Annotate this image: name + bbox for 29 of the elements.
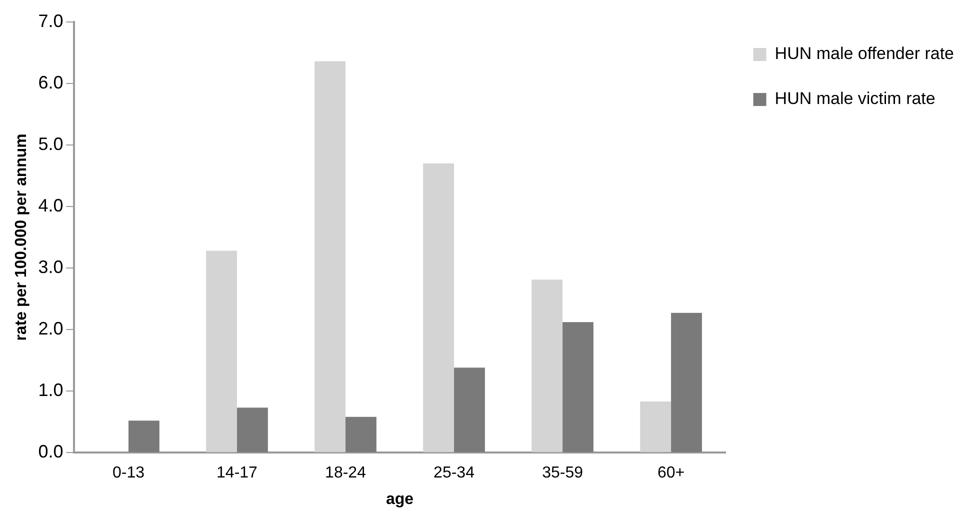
y-tick-label: 0.0	[38, 442, 64, 462]
bar	[562, 322, 594, 452]
bar	[236, 408, 268, 452]
y-tick-label: 5.0	[38, 134, 64, 154]
bar	[532, 280, 563, 452]
x-tick-label: 60+	[657, 464, 685, 482]
bar	[423, 163, 454, 452]
x-tick-label: 35-59	[542, 464, 584, 482]
bar	[640, 402, 672, 452]
y-tick-label: 4.0	[38, 195, 64, 216]
y-axis-title: rate per 100.000 per annum	[13, 134, 30, 341]
x-axis-title: age	[386, 490, 414, 508]
y-tick-label: 1.0	[38, 380, 64, 400]
x-tick-label: 18-24	[325, 464, 366, 482]
bar	[314, 61, 346, 452]
legend-label: HUN male victim rate	[774, 89, 936, 108]
bar	[206, 250, 237, 452]
y-tick-label: 7.0	[38, 10, 64, 31]
y-tick-label: 2.0	[38, 318, 64, 338]
x-tick-label: 14-17	[216, 464, 258, 482]
bar	[454, 368, 485, 452]
y-tick-label: 3.0	[38, 256, 64, 277]
bar	[128, 420, 160, 452]
bar	[671, 312, 702, 452]
bar	[346, 416, 376, 452]
x-tick-label: 25-34	[434, 464, 475, 482]
y-tick-label: 6.0	[38, 72, 64, 92]
legend-label: HUN male offender rate	[774, 44, 954, 64]
x-tick-label: 0-13	[112, 464, 145, 482]
